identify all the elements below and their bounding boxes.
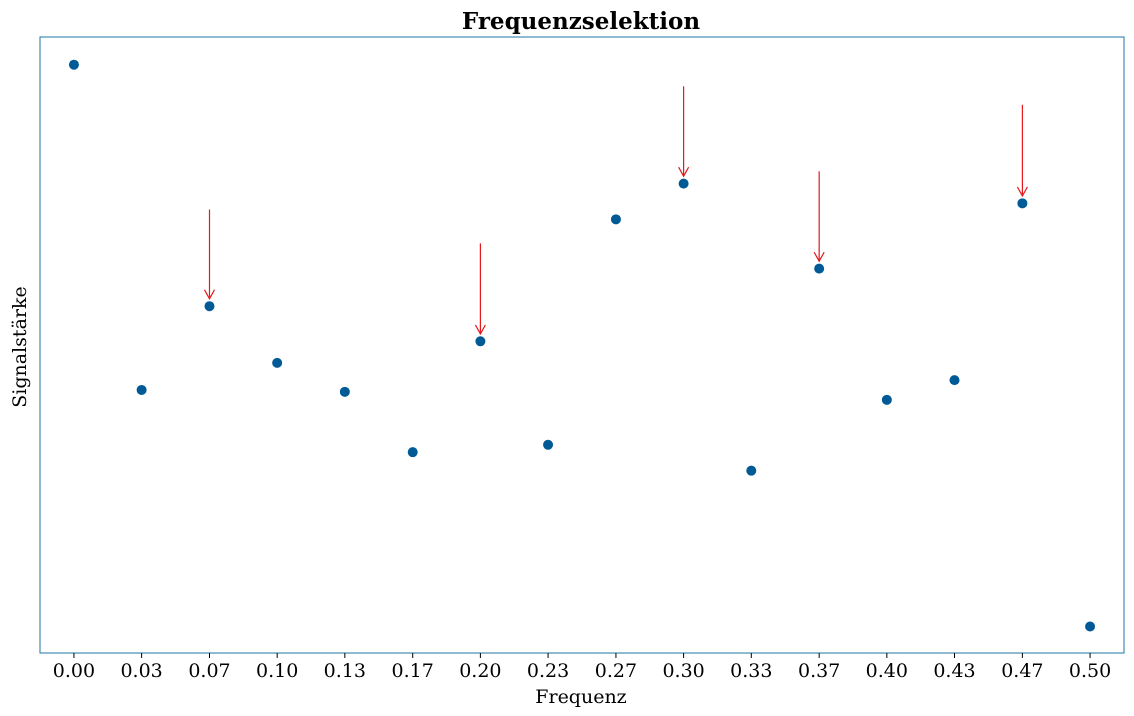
x-tick-label: 0.23 [527, 660, 569, 682]
x-tick-label: 0.50 [1069, 660, 1111, 682]
y-axis-label: Signalstärke [9, 286, 31, 407]
x-tick-label: 0.00 [53, 660, 95, 682]
x-tick-label: 0.37 [798, 660, 840, 682]
data-point [1085, 621, 1096, 632]
x-tick-label: 0.40 [866, 660, 908, 682]
x-tick-label: 0.33 [730, 660, 772, 682]
data-point [272, 357, 283, 368]
annotation-arrow [1016, 104, 1028, 198]
x-tick-label: 0.17 [392, 660, 434, 682]
data-point [814, 263, 825, 274]
data-point [949, 375, 960, 386]
x-axis-label: Frequenz [535, 686, 626, 708]
x-tick-label: 0.20 [459, 660, 501, 682]
data-point [339, 386, 350, 397]
plot-area-frame [39, 36, 1125, 654]
data-point [746, 465, 757, 476]
data-point [610, 214, 621, 225]
annotation-arrow [813, 171, 825, 263]
data-point [68, 59, 79, 70]
x-tick-label: 0.07 [188, 660, 230, 682]
data-point [475, 336, 486, 347]
data-point [678, 178, 689, 189]
annotation-arrow [474, 243, 486, 336]
data-point [881, 394, 892, 405]
annotation-arrows [203, 86, 1028, 336]
data-point [407, 447, 418, 458]
annotation-arrow [203, 209, 216, 301]
data-point [204, 301, 215, 312]
x-tick-label: 0.13 [324, 660, 366, 682]
x-tick-label: 0.27 [595, 660, 637, 682]
x-tick-label: 0.10 [256, 660, 298, 682]
x-axis: 0.00 0.03 0.07 0.10 0.13 0.17 0.20 0.23 0.27 0.30… [53, 653, 1111, 682]
chart-title: Frequenzselektion [462, 8, 700, 35]
data-point [543, 439, 554, 450]
data-point [1017, 198, 1028, 209]
annotation-arrow [678, 86, 690, 178]
data-point [136, 384, 147, 395]
x-tick-label: 0.43 [933, 660, 975, 682]
x-tick-label: 0.47 [1001, 660, 1043, 682]
data-points [68, 59, 1096, 632]
x-tick-label: 0.03 [120, 660, 162, 682]
x-tick-label: 0.30 [662, 660, 704, 682]
